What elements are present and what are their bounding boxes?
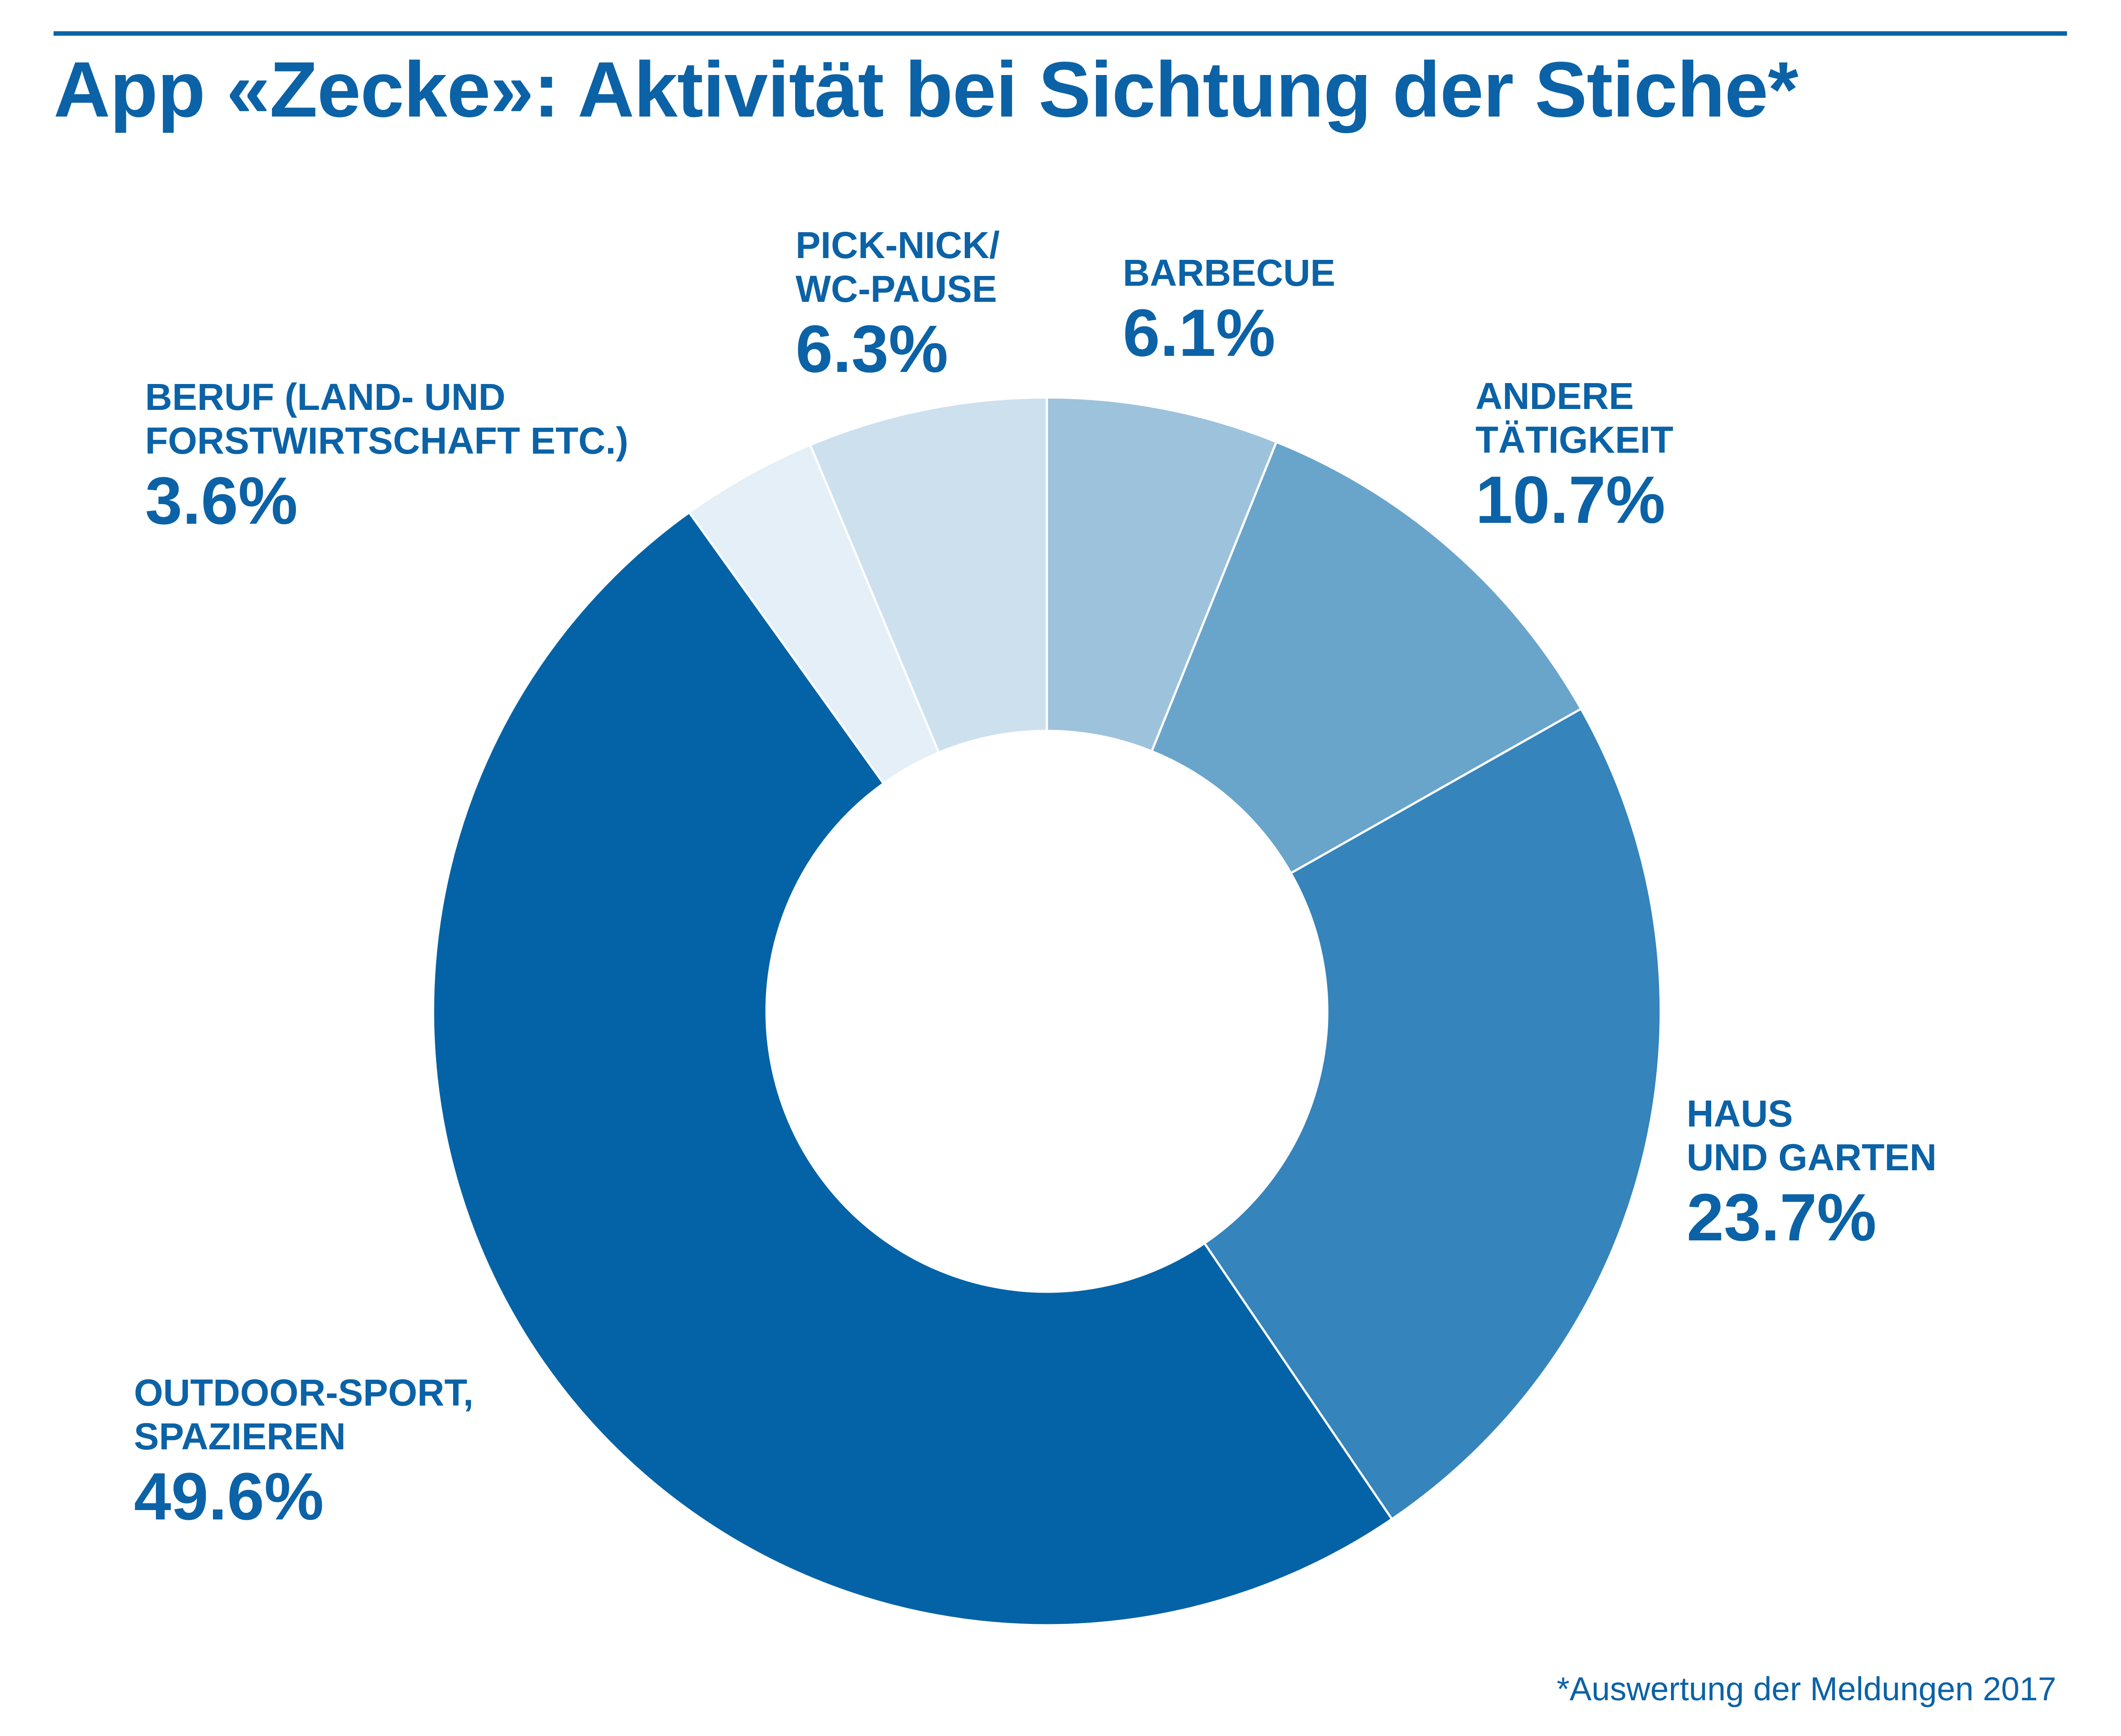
label-outdoor-line2: SPAZIEREN [134, 1415, 346, 1457]
donut-slice-1 [1046, 396, 1278, 753]
label-beruf: BERUF (LAND- UND FORSTWIRTSCHAFT ETC.) 3… [145, 375, 629, 538]
label-beruf-line2: FORSTWIRTSCHAFT ETC.) [145, 420, 629, 462]
label-andere: ANDERE TÄTIGKEIT 10.7% [1475, 374, 1673, 538]
label-outdoor: OUTDOOR-SPORT, SPAZIEREN 49.6% [134, 1371, 474, 1534]
label-picknick-line1: PICK-NICK/ [796, 224, 1000, 266]
label-haus-line1: HAUS [1687, 1093, 1793, 1135]
donut-slice-4 [432, 511, 1394, 1627]
footnote: *Auswertung der Meldungen 2017 [1557, 1670, 2056, 1707]
label-barbecue-pct: 6.1% [1123, 295, 1275, 370]
label-picknick-pct: 6.3% [796, 311, 948, 386]
donut-slice-6 [808, 396, 1048, 754]
label-andere-line2: TÄTIGKEIT [1475, 419, 1674, 461]
donut-slice-3 [1203, 707, 1662, 1521]
label-haus-line2: UND GARTEN [1687, 1136, 1937, 1178]
label-picknick-line2: WC-PAUSE [796, 268, 997, 310]
label-outdoor-line1: OUTDOOR-SPORT, [134, 1372, 474, 1414]
label-haus: HAUS UND GARTEN 23.7% [1687, 1092, 1937, 1255]
label-haus-pct: 23.7% [1687, 1180, 1877, 1255]
top-rule [54, 31, 2067, 36]
label-beruf-line1: BERUF (LAND- UND [145, 376, 506, 418]
chart-title: App «Zecke»: Aktivität bei Sichtung der … [54, 46, 1798, 134]
donut-slice-2 [1150, 440, 1583, 875]
label-andere-pct: 10.7% [1475, 462, 1666, 537]
label-andere-line1: ANDERE [1475, 375, 1634, 417]
label-picknick: PICK-NICK/ WC-PAUSE 6.3% [796, 223, 1000, 387]
label-beruf-pct: 3.6% [145, 463, 298, 538]
label-barbecue-line1: BARBECUE [1123, 252, 1336, 294]
label-barbecue: BARBECUE 6.1% [1123, 251, 1335, 371]
label-outdoor-pct: 49.6% [134, 1459, 324, 1534]
